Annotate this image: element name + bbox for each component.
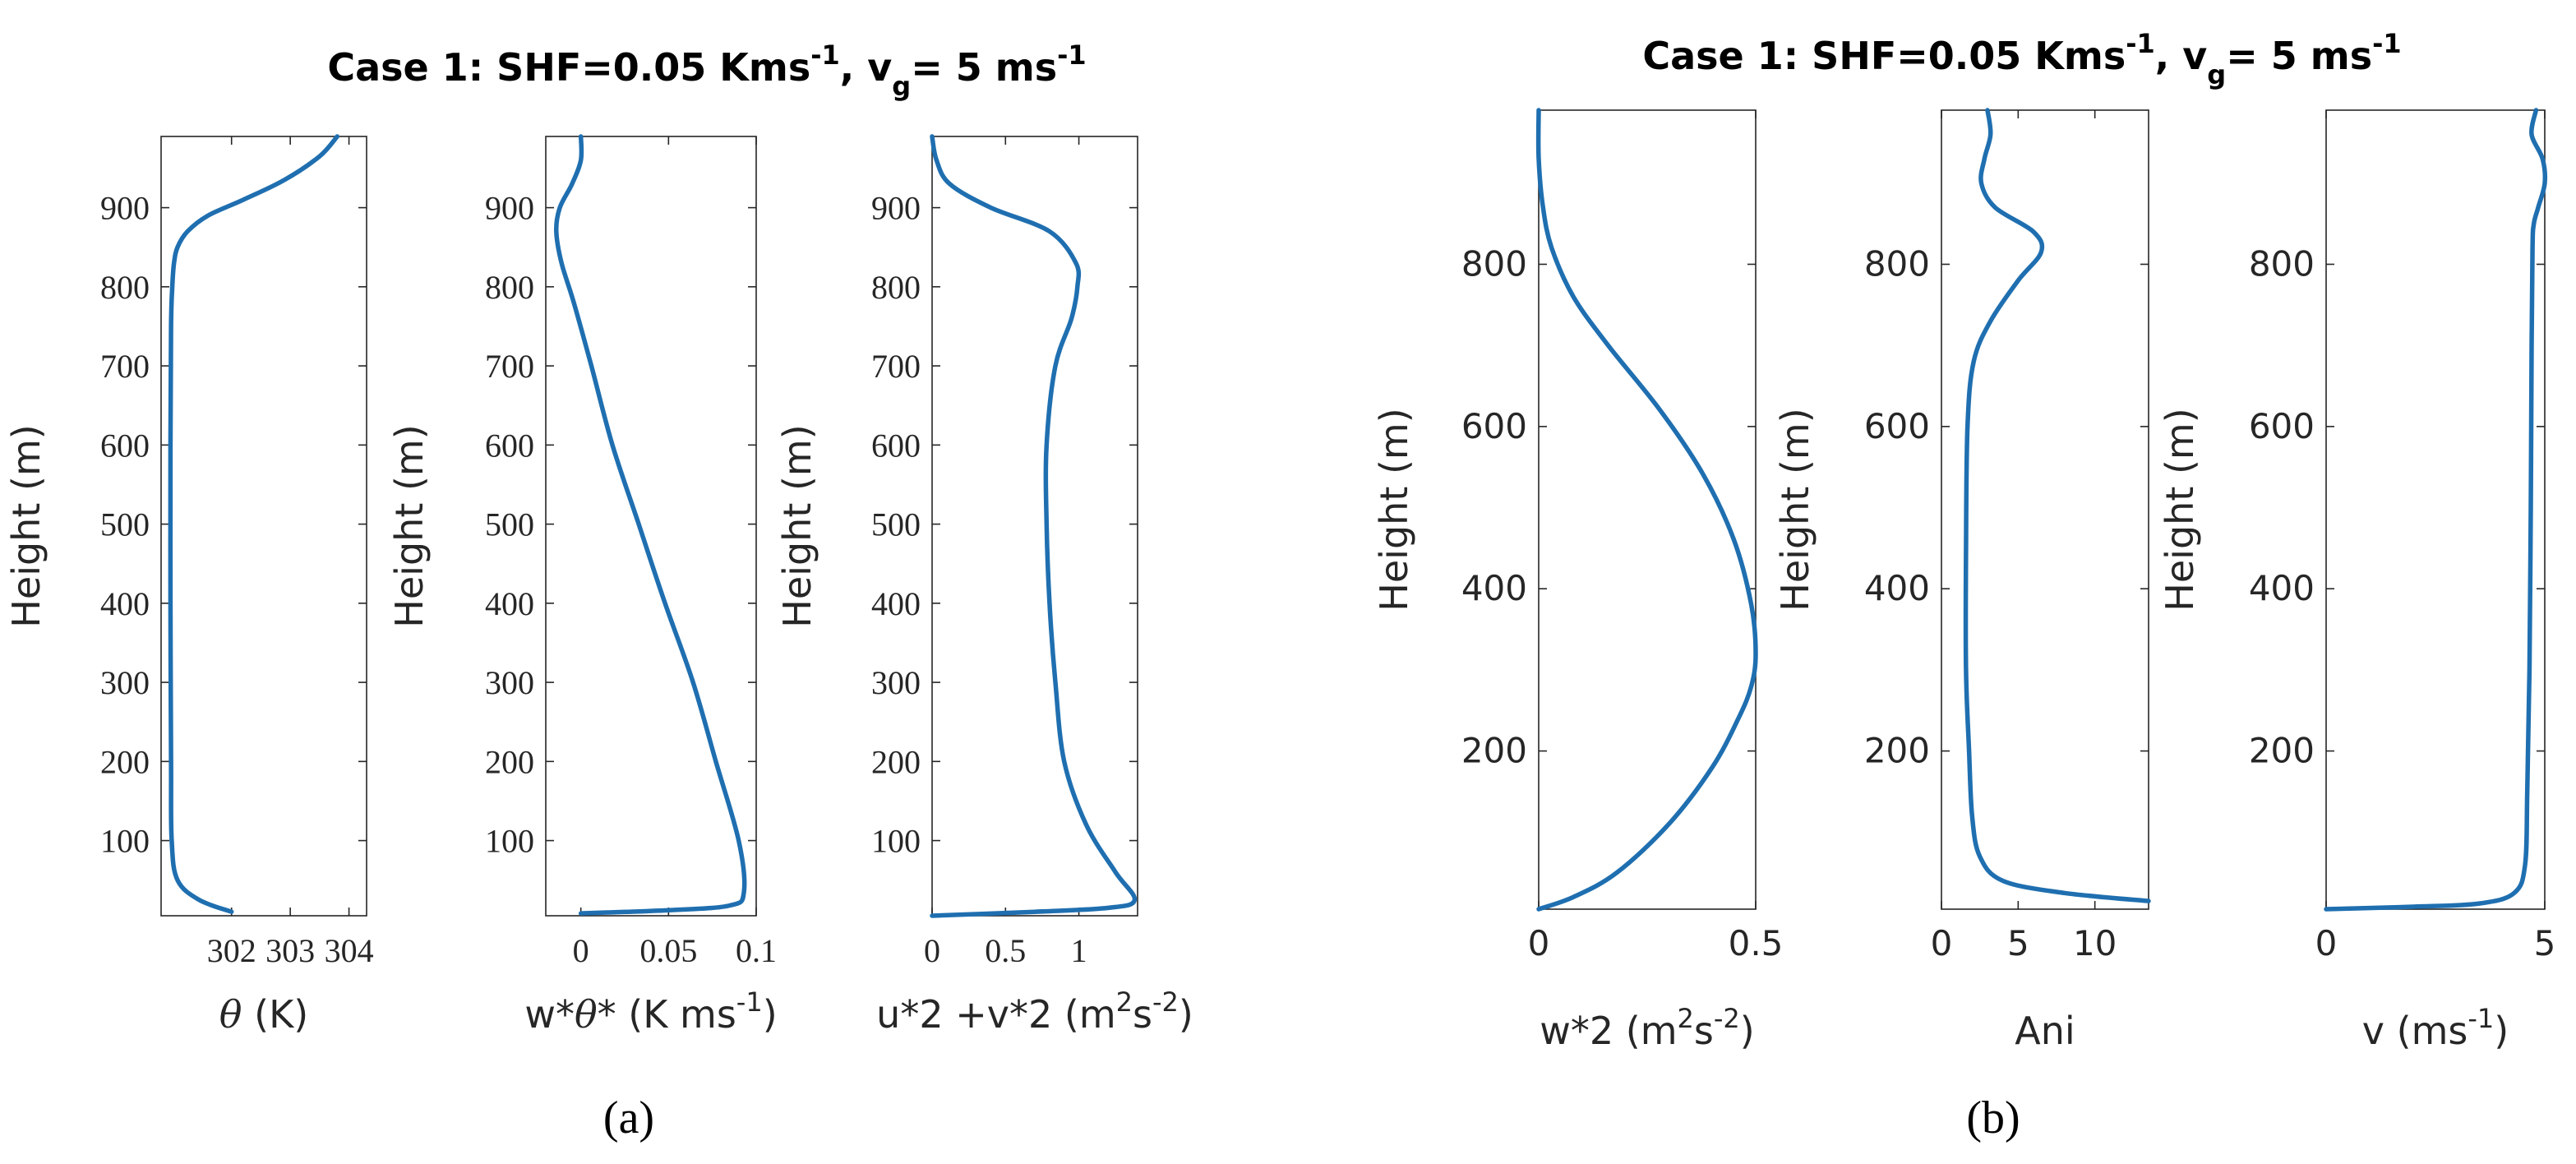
- y-tick-label: 200: [1461, 731, 1527, 771]
- x-tick-label: 5: [2534, 923, 2556, 963]
- y-tick-label: 100: [485, 823, 534, 860]
- y-tick-label: 600: [871, 427, 921, 464]
- x-tick-label: 0: [924, 932, 940, 969]
- plot-frame: [1538, 109, 1757, 910]
- subplot-theta: 302 303 304 100 200 300 400 500 600 700 800 900 Heig…: [4, 134, 374, 1037]
- y-tick-label: 400: [485, 585, 534, 622]
- y-tick-label: 800: [485, 269, 534, 306]
- y-tick-label: 500: [100, 506, 150, 543]
- x-axis-label: w*θ* (K ms-1): [524, 986, 777, 1037]
- y-tick-label: 400: [2249, 568, 2315, 608]
- x-axis-label: u*2 +v*2 (m2s-2): [876, 986, 1193, 1037]
- y-tick-label: 800: [1461, 243, 1527, 284]
- y-tick-label: 800: [2249, 243, 2315, 284]
- x-tick-label: 5: [2007, 923, 2029, 963]
- x-tick-label: 10: [2073, 923, 2117, 963]
- x-axis-label: w*2 (m2s-2): [1540, 1003, 1754, 1053]
- y-axis-label: Height (m): [387, 424, 432, 627]
- subplot-uv2: 0 0.5 1 100 200 300 400 500 600 700 800 900 Height (…: [775, 134, 1193, 1037]
- y-tick-label: 400: [1461, 568, 1527, 608]
- y-tick-label: 400: [871, 585, 921, 622]
- y-tick-label: 600: [485, 427, 534, 464]
- x-tick-label: 303: [265, 932, 315, 969]
- x-axis-label: θ (K): [219, 992, 308, 1037]
- x-axis-label: Ani: [2015, 1009, 2075, 1053]
- plot-frame: [2325, 109, 2546, 910]
- y-tick-label: 200: [871, 743, 921, 780]
- plot-frame: [160, 136, 367, 917]
- subplot-v: 0 5 200 400 600 800 Height (m) v (ms-1): [2158, 108, 2556, 1053]
- y-tick-label: 700: [100, 348, 150, 385]
- panel-b-title: Case 1: SHF=0.05 Kms-1, vg= 5 ms-1: [1642, 28, 2401, 90]
- y-tick-label: 600: [1461, 406, 1527, 446]
- y-tick-label: 200: [2249, 731, 2315, 771]
- y-tick-label: 200: [485, 743, 534, 780]
- series-line-ani: [1963, 108, 2151, 903]
- plot-frame: [545, 136, 757, 917]
- x-tick-label: 1: [1071, 932, 1087, 969]
- series-line-theta: [168, 134, 340, 914]
- y-tick-label: 900: [485, 190, 534, 227]
- y-tick-label: 200: [1864, 731, 1930, 771]
- x-tick-label: 0: [2315, 923, 2338, 963]
- x-tick-label: 0.05: [639, 932, 697, 969]
- y-axis-label: Height (m): [4, 424, 48, 627]
- x-tick-label: 0.5: [1729, 923, 1784, 963]
- y-tick-label: 700: [871, 348, 921, 385]
- panel-b-label: (b): [1966, 1092, 2020, 1143]
- x-axis-label: v (ms-1): [2362, 1003, 2509, 1053]
- plot-frame: [931, 136, 1138, 917]
- y-tick-label: 900: [871, 190, 921, 227]
- y-tick-label: 800: [100, 269, 150, 306]
- y-axis-label: Height (m): [2158, 408, 2202, 611]
- y-tick-label: 800: [1864, 243, 1930, 284]
- y-tick-label: 600: [2249, 406, 2315, 446]
- y-tick-label: 600: [100, 427, 150, 464]
- x-tick-label: 0.5: [985, 932, 1026, 969]
- y-tick-label: 500: [485, 506, 534, 543]
- y-tick-label: 100: [100, 823, 150, 860]
- y-tick-label: 800: [871, 269, 921, 306]
- subplot-ani: 0 5 10 200 400 600 800 Height (m) Ani: [1773, 108, 2151, 1053]
- x-tick-label: 0: [1528, 923, 1550, 963]
- x-tick-label: 0: [1931, 923, 1953, 963]
- y-tick-label: 300: [100, 664, 150, 701]
- y-tick-label: 100: [871, 823, 921, 860]
- series-line-uv2: [930, 134, 1138, 918]
- y-tick-label: 400: [1864, 568, 1930, 608]
- x-tick-label: 302: [207, 932, 256, 969]
- y-tick-label: 700: [485, 348, 534, 385]
- y-tick-label: 400: [100, 585, 150, 622]
- series-line-w2: [1535, 108, 1758, 912]
- series-line-v: [2324, 108, 2548, 912]
- y-tick-label: 300: [485, 664, 534, 701]
- subplot-wtheta: 0 0.05 0.1 100 200 300 400 500 600 700 800 900 Heigh…: [387, 134, 778, 1037]
- x-tick-label: 0.1: [736, 932, 777, 969]
- x-tick-label: 304: [325, 932, 374, 969]
- y-tick-label: 600: [1864, 406, 1930, 446]
- panel-a-title: Case 1: SHF=0.05 Kms-1, vg= 5 ms-1: [327, 39, 1086, 102]
- subplot-w2: 0 0.5 200 400 600 800 Height (m) w*2 (m2s-2): [1372, 108, 1784, 1053]
- y-axis-label: Height (m): [1773, 408, 1817, 611]
- y-tick-label: 900: [100, 190, 150, 227]
- x-tick-label: 0: [573, 932, 589, 969]
- plot-frame: [1941, 109, 2149, 910]
- y-tick-label: 500: [871, 506, 921, 543]
- y-axis-label: Height (m): [775, 424, 819, 627]
- panel-a-label: (a): [603, 1092, 654, 1143]
- y-axis-label: Height (m): [1372, 408, 1416, 611]
- series-line-wtheta: [553, 134, 747, 916]
- y-tick-label: 300: [871, 664, 921, 701]
- y-tick-label: 200: [100, 743, 150, 780]
